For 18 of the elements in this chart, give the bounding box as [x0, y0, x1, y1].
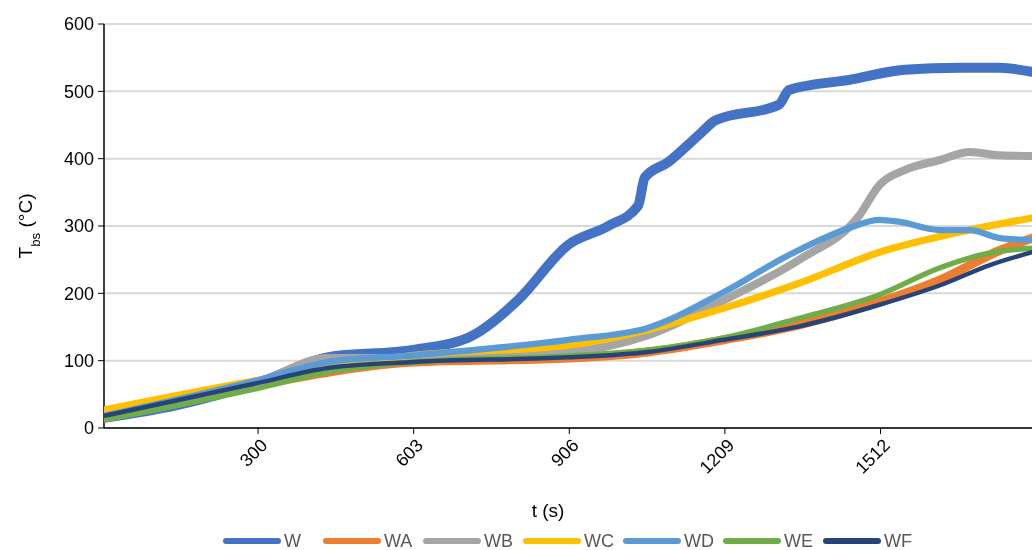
x-tick-label: 300 — [235, 435, 272, 471]
x-tick-label: 603 — [391, 435, 427, 471]
y-tick-label: 400 — [63, 148, 94, 169]
legend-label: WA — [384, 531, 413, 550]
y-tick-label: 0 — [83, 418, 94, 439]
y-tick-label: 200 — [63, 283, 94, 304]
x-axis-title: t (s) — [531, 500, 565, 521]
legend-label: WB — [484, 531, 513, 550]
y-tick-label: 600 — [63, 14, 94, 35]
legend-label: WC — [584, 531, 614, 550]
legend-label: WF — [884, 531, 912, 550]
legend-label: WE — [784, 531, 813, 550]
y-tick-label: 500 — [63, 81, 94, 102]
legend-label: WD — [684, 531, 714, 550]
y-tick-label: 300 — [63, 216, 94, 237]
legend-label: W — [284, 531, 301, 550]
x-tick-label: 906 — [547, 435, 583, 471]
y-tick-label: 100 — [63, 350, 94, 371]
